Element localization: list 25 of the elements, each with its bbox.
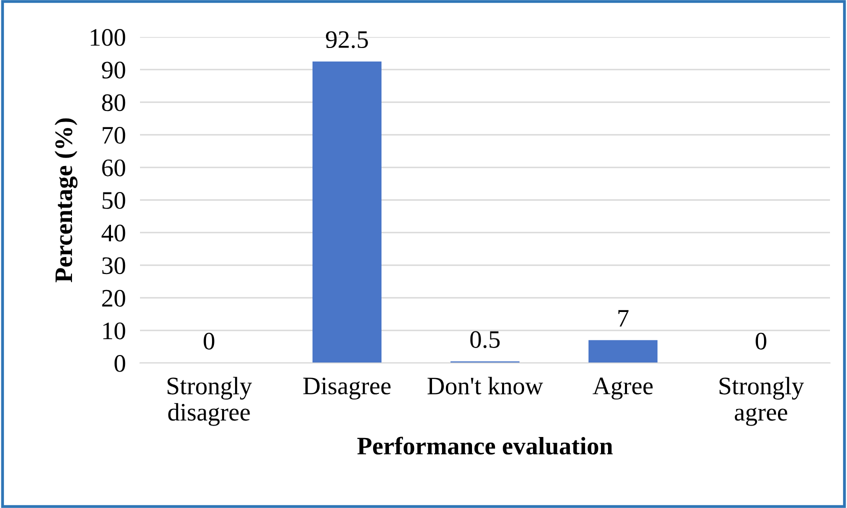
y-tick-label: 40 [102, 224, 126, 242]
y-tick-label: 20 [102, 290, 126, 307]
bar [588, 340, 658, 363]
x-tick-label: Agree [592, 378, 653, 400]
x-axis-title: Performance evaluation [357, 436, 613, 455]
data-label: 7 [618, 310, 629, 327]
y-axis-title: Percentage (%) [54, 118, 78, 282]
data-label: 0 [204, 332, 214, 350]
bar [312, 61, 382, 363]
y-tick-label: 60 [102, 159, 126, 176]
data-label: 0.5 [470, 331, 500, 348]
x-tick-label: Don't know [428, 376, 544, 394]
y-tick-label: 90 [102, 62, 126, 79]
y-tick-label: 70 [102, 126, 126, 144]
x-tick-label: Strongly disagree [168, 376, 252, 426]
data-label: 0 [756, 332, 766, 350]
y-tick-label: 30 [102, 257, 126, 274]
x-tick-label: Disagree [303, 378, 391, 400]
y-tick-label: 0 [114, 355, 126, 372]
y-tick-label: 10 [103, 322, 126, 340]
y-tick-label: 100 [90, 29, 126, 46]
y-tick-label: 50 [102, 192, 126, 209]
x-tick-label: Strongly agree [720, 376, 804, 426]
y-tick-label: 80 [102, 94, 126, 112]
data-label: 92.5 [326, 31, 368, 48]
